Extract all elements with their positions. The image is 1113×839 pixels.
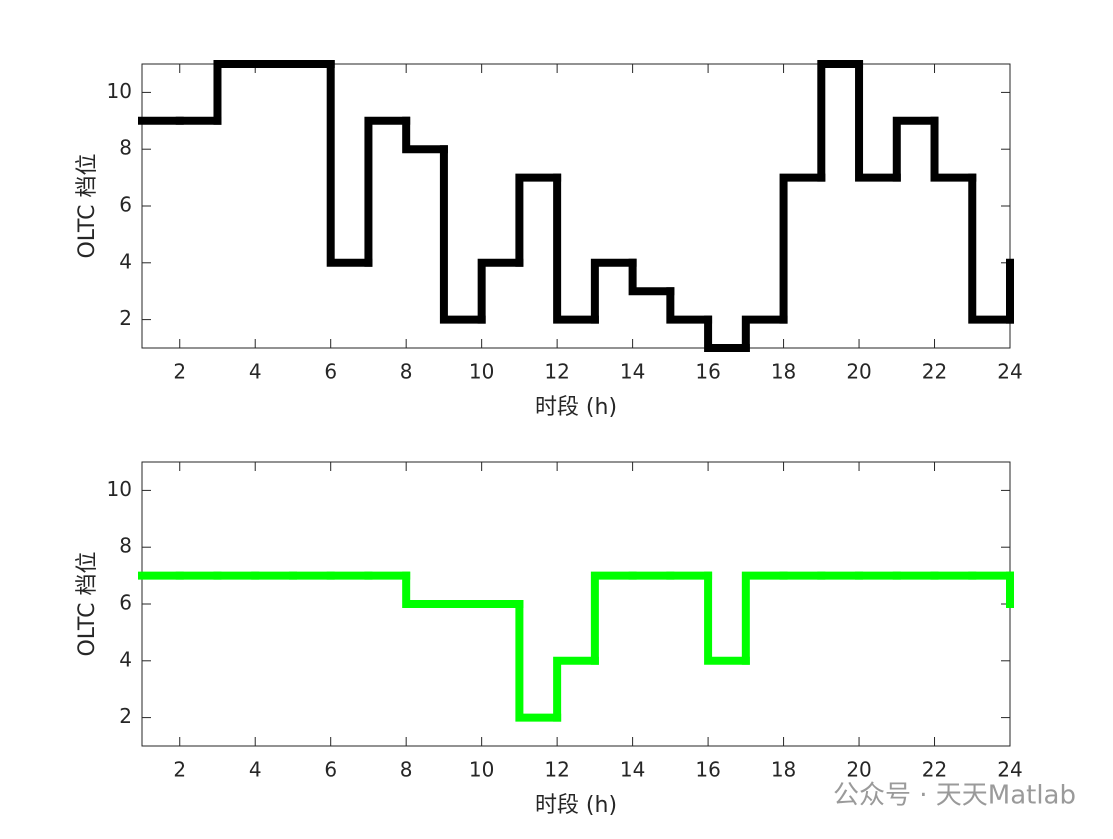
- x-tick-label: 20: [846, 758, 871, 782]
- step: [741, 315, 788, 352]
- x-tick-label: 18: [771, 360, 796, 384]
- step: [477, 258, 524, 324]
- axes-box: [141, 63, 1011, 349]
- x-tick-label: 4: [249, 758, 262, 782]
- y-tick-label: 10: [107, 79, 132, 103]
- x-tick-label: 20: [846, 360, 871, 384]
- x-tick-label: 16: [695, 360, 720, 384]
- step: [213, 60, 260, 125]
- step: [855, 60, 901, 182]
- x-tick-label: 4: [249, 360, 262, 384]
- step: [817, 60, 864, 182]
- x-tick-label: 2: [173, 758, 186, 782]
- axes-box: [141, 461, 1011, 747]
- x-tick-label: 14: [620, 758, 645, 782]
- x-tick-label: 8: [400, 758, 413, 782]
- y-tick-label: 4: [119, 647, 132, 671]
- step: [779, 173, 826, 324]
- watermark: 公众号 · 天天Matlab: [833, 781, 1076, 811]
- x-tick-label: 6: [324, 360, 337, 384]
- step: [628, 258, 675, 296]
- x-tick-label: 22: [922, 360, 947, 384]
- step: [666, 287, 713, 324]
- step: [892, 116, 939, 182]
- y-tick-label: 8: [119, 136, 132, 160]
- step: [515, 600, 562, 722]
- step: [402, 116, 448, 154]
- y-tick-label: 2: [119, 704, 132, 728]
- y-tick-label: 6: [119, 193, 132, 217]
- step: [704, 571, 750, 665]
- step: [402, 571, 448, 608]
- y-axis-label: OLTC 档位: [75, 153, 100, 258]
- x-tick-label: 22: [922, 758, 947, 782]
- x-tick-label: 14: [620, 360, 645, 384]
- x-tick-label: 10: [469, 758, 494, 782]
- y-tick-label: 10: [107, 477, 132, 501]
- step: [553, 173, 599, 324]
- x-tick-label: 2: [173, 360, 186, 384]
- x-axis-label: 时段 (h): [535, 793, 617, 818]
- step: [590, 571, 637, 665]
- step: [930, 116, 977, 182]
- step: [968, 173, 1014, 324]
- x-tick-label: 24: [997, 360, 1022, 384]
- x-tick-label: 24: [997, 758, 1022, 782]
- x-tick-label: 12: [544, 758, 569, 782]
- y-tick-label: 6: [119, 591, 132, 615]
- step: [439, 145, 486, 324]
- y-tick-label: 4: [119, 249, 132, 273]
- x-tick-label: 10: [469, 360, 494, 384]
- step: [704, 315, 750, 352]
- step: [364, 116, 411, 267]
- step: [590, 258, 637, 324]
- step: [741, 571, 788, 665]
- step: [553, 656, 599, 722]
- x-tick-label: 6: [324, 758, 337, 782]
- x-tick-label: 8: [400, 360, 413, 384]
- step: [326, 60, 373, 267]
- y-tick-label: 2: [119, 306, 132, 330]
- x-tick-label: 18: [771, 758, 796, 782]
- y-tick-label: 8: [119, 534, 132, 558]
- x-tick-label: 16: [695, 758, 720, 782]
- step: [515, 173, 562, 267]
- y-axis-label: OLTC 档位: [75, 551, 100, 656]
- x-tick-label: 12: [544, 360, 569, 384]
- x-axis-label: 时段 (h): [535, 395, 617, 420]
